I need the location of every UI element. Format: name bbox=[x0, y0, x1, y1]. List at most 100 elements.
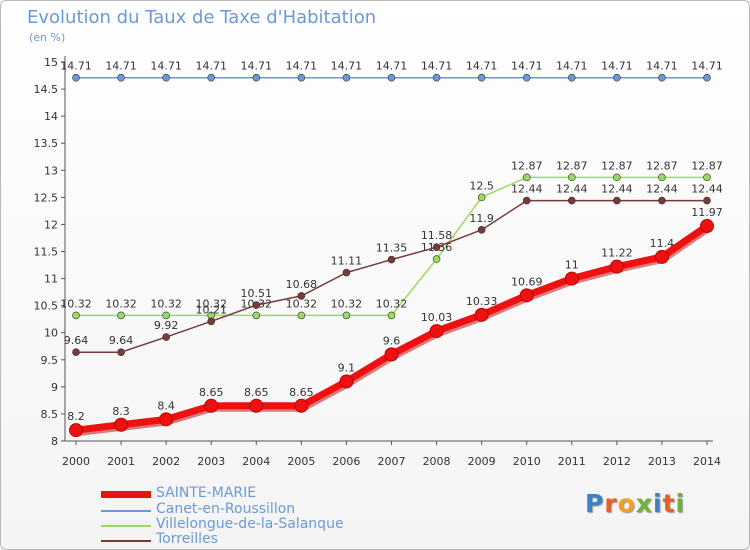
data-label-torreilles: 10.21 bbox=[195, 303, 227, 316]
x-tick-label: 2006 bbox=[332, 455, 360, 468]
legend-label-torreilles: Torreilles bbox=[156, 531, 218, 547]
data-label-canet-en-roussillon: 14.71 bbox=[195, 60, 227, 73]
data-point-canet-en-roussillon bbox=[613, 73, 621, 82]
data-label-sainte-marie: 8.65 bbox=[244, 386, 269, 399]
data-label-sainte-marie: 9.6 bbox=[383, 334, 401, 347]
data-label-canet-en-roussillon: 14.71 bbox=[691, 60, 723, 73]
legend-swatch-torreilles bbox=[101, 540, 151, 542]
data-point-villelongue-de-la-salanque bbox=[432, 255, 441, 263]
data-label-sainte-marie: 8.2 bbox=[67, 410, 85, 423]
data-point-torreilles bbox=[432, 243, 441, 251]
data-label-sainte-marie: 11.97 bbox=[691, 206, 723, 219]
data-label-villelongue-de-la-salanque: 12.5 bbox=[469, 179, 494, 192]
data-label-sainte-marie: 8.65 bbox=[289, 386, 314, 399]
data-point-villelongue-de-la-salanque bbox=[162, 311, 170, 320]
data-label-canet-en-roussillon: 14.71 bbox=[150, 60, 182, 73]
data-point-villelongue-de-la-salanque bbox=[117, 311, 125, 320]
x-tick-label: 2007 bbox=[378, 455, 406, 468]
data-label-sainte-marie: 9.1 bbox=[338, 361, 356, 374]
data-label-canet-en-roussillon: 14.71 bbox=[376, 60, 408, 73]
data-label-torreilles: 11.9 bbox=[469, 212, 494, 225]
y-tick-label: 14.5 bbox=[34, 83, 59, 96]
data-label-sainte-marie: 8.65 bbox=[199, 386, 224, 399]
data-point-torreilles bbox=[162, 333, 170, 341]
y-tick-label: 14 bbox=[44, 110, 58, 123]
legend-swatch-villelongue bbox=[101, 525, 151, 527]
data-point-torreilles bbox=[342, 268, 351, 277]
y-tick-label: 12.5 bbox=[34, 191, 59, 204]
logo-letter: o bbox=[617, 489, 636, 518]
logo-letter: r bbox=[604, 489, 618, 518]
data-label-sainte-marie: 11 bbox=[565, 259, 579, 272]
data-point-torreilles bbox=[613, 196, 621, 205]
data-point-sainte-marie bbox=[339, 374, 354, 389]
data-label-canet-en-roussillon: 14.71 bbox=[421, 60, 453, 73]
data-label-canet-en-roussillon: 14.71 bbox=[601, 60, 633, 73]
x-tick-label: 2014 bbox=[693, 455, 721, 468]
data-label-villelongue-de-la-salanque: 12.87 bbox=[511, 159, 543, 172]
data-point-canet-en-roussillon bbox=[72, 73, 80, 82]
y-tick-label: 13.5 bbox=[34, 137, 59, 150]
data-point-canet-en-roussillon bbox=[342, 73, 351, 82]
legend-label-canet: Canet-en-Roussillon bbox=[156, 501, 296, 517]
data-point-torreilles bbox=[522, 196, 531, 205]
data-point-villelongue-de-la-salanque bbox=[703, 173, 711, 182]
data-label-sainte-marie: 11.4 bbox=[650, 237, 675, 250]
data-point-torreilles bbox=[387, 255, 396, 264]
data-point-torreilles bbox=[703, 196, 711, 205]
data-point-canet-en-roussillon bbox=[387, 73, 396, 82]
data-label-torreilles: 11.11 bbox=[331, 255, 363, 268]
data-label-sainte-marie: 10.03 bbox=[421, 311, 453, 324]
x-tick-label: 2000 bbox=[62, 455, 90, 468]
data-label-villelongue-de-la-salanque: 12.87 bbox=[556, 159, 588, 172]
x-tick-label: 2004 bbox=[242, 455, 270, 468]
data-point-torreilles bbox=[207, 317, 216, 326]
data-label-villelongue-de-la-salanque: 10.32 bbox=[376, 297, 408, 310]
data-point-villelongue-de-la-salanque bbox=[658, 173, 666, 182]
data-point-sainte-marie bbox=[384, 347, 399, 362]
data-point-canet-en-roussillon bbox=[297, 73, 306, 82]
data-label-canet-en-roussillon: 14.71 bbox=[466, 60, 498, 73]
data-label-torreilles: 9.92 bbox=[154, 319, 179, 332]
data-point-sainte-marie bbox=[294, 398, 309, 413]
legend-swatch-sainte-marie bbox=[101, 491, 151, 498]
y-tick-label: 15 bbox=[44, 56, 58, 69]
data-point-canet-en-roussillon bbox=[522, 73, 531, 82]
data-label-torreilles: 10.51 bbox=[241, 287, 273, 300]
data-label-villelongue-de-la-salanque: 10.32 bbox=[331, 297, 363, 310]
data-label-villelongue-de-la-salanque: 10.32 bbox=[195, 297, 227, 310]
logo-letter: x bbox=[635, 489, 653, 518]
data-label-torreilles: 12.44 bbox=[646, 183, 678, 196]
y-tick-label: 10.5 bbox=[34, 300, 59, 313]
logo-letter: t bbox=[662, 489, 676, 518]
logo-letter: i bbox=[653, 489, 663, 518]
data-point-villelongue-de-la-salanque bbox=[342, 311, 351, 320]
data-point-villelongue-de-la-salanque bbox=[387, 311, 396, 320]
y-tick-label: 10 bbox=[44, 327, 58, 340]
y-tick-label: 13 bbox=[44, 164, 58, 177]
y-tick-label: 12 bbox=[44, 218, 58, 231]
data-point-villelongue-de-la-salanque bbox=[567, 173, 576, 182]
x-tick-label: 2002 bbox=[152, 455, 180, 468]
data-label-canet-en-roussillon: 14.71 bbox=[105, 60, 137, 73]
logo-letter: P bbox=[585, 489, 605, 518]
data-label-torreilles: 11.35 bbox=[376, 242, 408, 255]
y-tick-label: 9 bbox=[51, 381, 58, 394]
data-label-canet-en-roussillon: 14.71 bbox=[646, 60, 678, 73]
data-point-torreilles bbox=[252, 301, 261, 309]
x-tick-label: 2001 bbox=[107, 455, 135, 468]
data-label-canet-en-roussillon: 14.71 bbox=[286, 60, 318, 73]
y-tick-label: 8.5 bbox=[41, 408, 59, 421]
y-tick-label: 11 bbox=[44, 273, 58, 286]
data-point-villelongue-de-la-salanque bbox=[477, 193, 486, 202]
data-label-canet-en-roussillon: 14.71 bbox=[331, 60, 363, 73]
data-point-sainte-marie bbox=[114, 417, 129, 432]
data-label-canet-en-roussillon: 14.71 bbox=[241, 60, 273, 73]
data-point-torreilles bbox=[658, 196, 666, 205]
data-label-villelongue-de-la-salanque: 10.32 bbox=[105, 297, 137, 310]
data-label-sainte-marie: 11.22 bbox=[601, 247, 633, 260]
data-point-sainte-marie bbox=[69, 423, 83, 438]
data-point-sainte-marie bbox=[204, 398, 219, 413]
x-tick-label: 2003 bbox=[197, 455, 225, 468]
